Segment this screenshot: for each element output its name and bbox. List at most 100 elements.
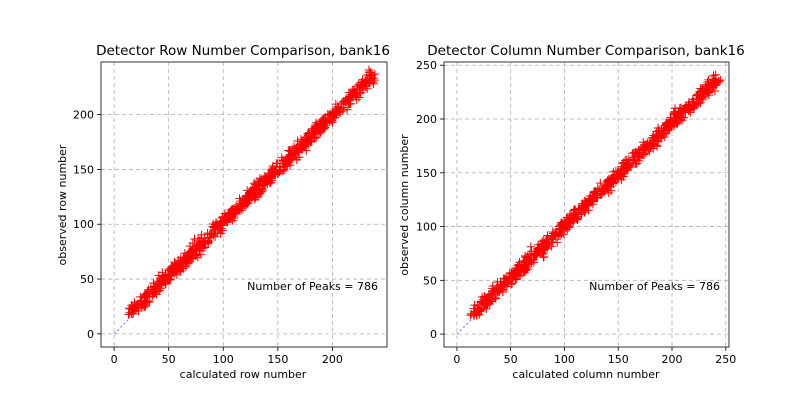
data-point [669, 121, 679, 130]
chart-title: Detector Column Number Comparison, bank1… [427, 43, 744, 59]
data-point [572, 212, 581, 221]
data-point [331, 99, 340, 109]
data-point [563, 225, 572, 234]
data-point [209, 223, 218, 232]
data-point [316, 124, 325, 133]
data-point [710, 86, 719, 96]
data-point [296, 142, 305, 151]
data-point [192, 242, 202, 251]
data-point [634, 156, 643, 166]
data-point [490, 286, 499, 295]
data-point [694, 99, 703, 108]
data-point [364, 68, 374, 77]
data-point [485, 299, 494, 309]
y-tick-label: 100 [73, 218, 94, 231]
data-point [539, 252, 549, 262]
data-point [317, 120, 326, 129]
data-point [361, 77, 370, 86]
data-point [218, 213, 227, 223]
data-point [555, 231, 565, 241]
data-point [167, 269, 176, 278]
data-point [645, 140, 654, 149]
data-point [127, 309, 136, 318]
data-point [297, 137, 307, 147]
data-point [192, 251, 201, 260]
data-point [165, 269, 175, 279]
data-point [581, 206, 590, 216]
y-axis-label: observed column number [398, 134, 411, 276]
data-point [533, 244, 543, 254]
data-point [695, 87, 704, 97]
reference-line [113, 315, 132, 335]
data-point [555, 224, 564, 233]
data-point [575, 205, 584, 214]
data-point [519, 258, 529, 267]
data-point [274, 169, 283, 179]
data-point [250, 195, 260, 204]
data-point [609, 171, 619, 180]
data-point [556, 227, 566, 237]
x-tick-label: 100 [213, 353, 234, 366]
data-point [603, 177, 612, 186]
data-point [504, 272, 514, 282]
data-point [708, 78, 718, 87]
data-point [547, 232, 556, 241]
peak-count-annotation: Number of Peaks = 786 [589, 280, 720, 293]
data-point [664, 117, 674, 126]
column-comparison-chart: Detector Column Number Comparison, bank1… [398, 43, 745, 381]
data-point [193, 241, 203, 250]
y-tick-label: 0 [430, 328, 437, 341]
data-point [688, 100, 698, 109]
data-point [203, 236, 212, 245]
data-point [326, 109, 336, 118]
data-point [155, 281, 164, 290]
data-point [267, 173, 277, 182]
data-point [213, 223, 222, 233]
data-point [607, 186, 616, 195]
data-point [704, 83, 713, 93]
data-point [548, 237, 557, 247]
data-point [466, 311, 475, 320]
data-point [256, 177, 265, 186]
data-point [670, 110, 679, 120]
data-point [524, 255, 533, 264]
y-tick-label: 50 [423, 274, 437, 287]
data-point [170, 257, 179, 267]
data-point [342, 105, 352, 114]
data-point [532, 250, 541, 259]
data-point [285, 146, 295, 156]
data-point [125, 308, 134, 317]
data-point [498, 287, 507, 297]
data-point [321, 117, 330, 127]
data-point [583, 200, 593, 209]
data-point [639, 138, 648, 147]
data-point [200, 243, 209, 252]
data-point [536, 249, 545, 258]
data-point [514, 268, 523, 277]
data-point [545, 239, 554, 249]
data-point [277, 153, 286, 162]
data-point [156, 280, 166, 289]
data-point [227, 206, 237, 215]
data-point [613, 173, 622, 182]
data-point [696, 84, 705, 93]
data-point [657, 129, 666, 138]
data-point [310, 134, 319, 143]
data-point [244, 192, 253, 201]
data-point [618, 159, 627, 168]
data-point [485, 290, 495, 299]
data-point [273, 168, 282, 178]
x-tick-label: 150 [608, 353, 629, 366]
data-point [263, 179, 272, 189]
data-point [553, 238, 562, 247]
data-point [676, 114, 685, 124]
data-point [588, 191, 598, 200]
data-point [234, 203, 243, 212]
data-point [367, 72, 377, 82]
y-tick-label: 250 [416, 59, 437, 72]
y-tick-label: 50 [80, 273, 94, 286]
data-point [352, 82, 362, 91]
data-point [144, 285, 153, 294]
data-point [631, 148, 640, 157]
